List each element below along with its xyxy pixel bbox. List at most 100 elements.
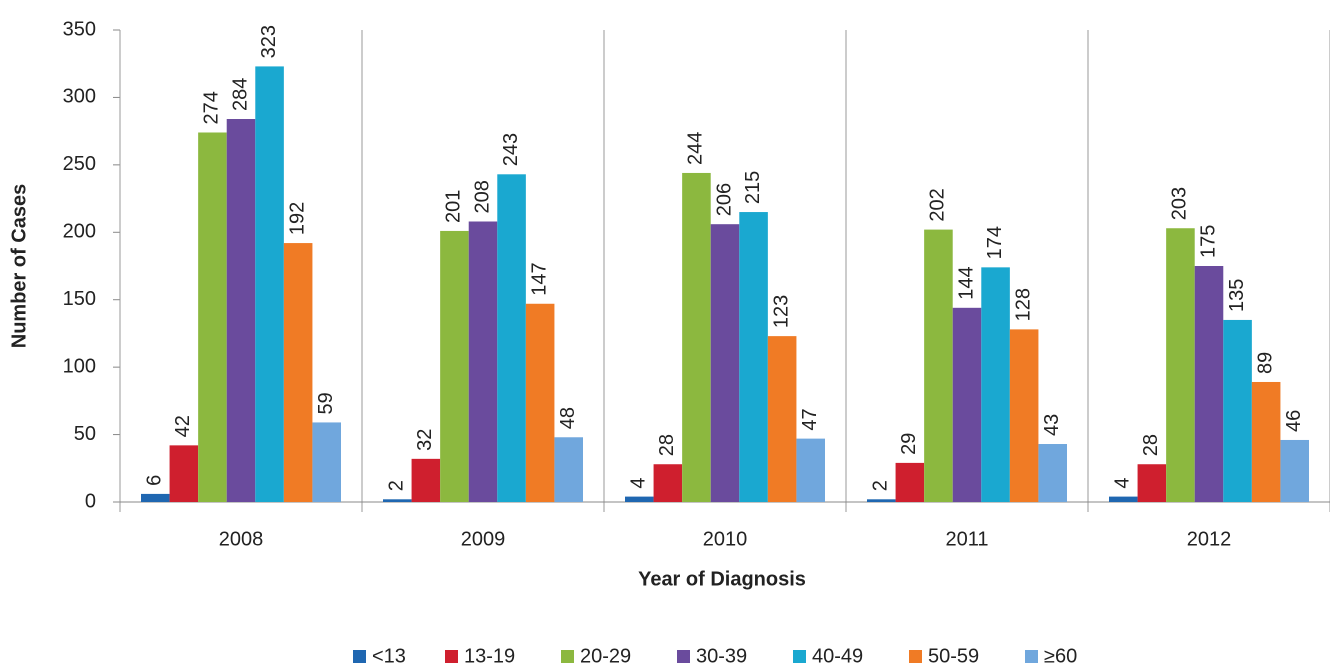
bar — [1223, 319, 1252, 502]
bar — [625, 496, 654, 502]
data-label: 206 — [713, 183, 735, 216]
legend-label: ≥60 — [1044, 645, 1077, 666]
data-label: 42 — [172, 415, 194, 437]
data-label: 135 — [1226, 279, 1248, 312]
legend-label: 40-49 — [812, 645, 863, 666]
bar — [411, 458, 441, 502]
bar — [440, 230, 469, 503]
legend-label: 30-39 — [696, 645, 747, 666]
y-tick-label: 50 — [74, 423, 96, 445]
data-label: 244 — [685, 132, 707, 165]
bar — [141, 493, 170, 502]
y-tick-label: 300 — [63, 86, 96, 108]
bar — [226, 119, 256, 503]
data-label: 274 — [201, 91, 223, 124]
data-label: 43 — [1041, 414, 1063, 436]
data-label: 28 — [656, 434, 678, 456]
y-axis-title: Number of Cases — [8, 184, 30, 349]
x-tick-label: 2010 — [703, 528, 748, 550]
data-label: 284 — [229, 78, 251, 111]
legend-swatch — [1025, 650, 1038, 663]
bar — [739, 212, 768, 503]
y-tick-label: 100 — [63, 355, 96, 377]
bar — [710, 224, 740, 503]
y-tick-label: 0 — [85, 490, 96, 512]
bar — [924, 229, 953, 503]
data-label: 2 — [386, 480, 408, 491]
bar — [867, 499, 896, 502]
bar — [312, 422, 341, 502]
bar — [1038, 444, 1067, 502]
bar — [198, 132, 227, 502]
data-label: 59 — [315, 392, 337, 414]
bar — [952, 307, 982, 502]
data-label: 147 — [528, 262, 550, 295]
x-tick-label: 2009 — [461, 528, 506, 550]
data-label: 6 — [144, 475, 166, 486]
data-label: 2 — [870, 480, 892, 491]
data-label: 243 — [500, 133, 522, 166]
y-tick-label: 200 — [63, 221, 96, 243]
legend-label: 13-19 — [464, 645, 515, 666]
data-label: 208 — [471, 180, 493, 213]
data-label: 46 — [1283, 410, 1305, 432]
legend-swatch — [793, 650, 806, 663]
bar — [1166, 228, 1195, 503]
data-label: 174 — [984, 226, 1006, 259]
data-label: 128 — [1012, 288, 1034, 321]
bar — [767, 336, 797, 502]
bar — [283, 243, 313, 502]
legend-swatch — [561, 650, 574, 663]
bar — [1009, 329, 1039, 502]
bar — [1280, 439, 1309, 502]
y-tick-label: 250 — [63, 153, 96, 175]
data-label: 175 — [1197, 225, 1219, 258]
data-label: 89 — [1254, 352, 1276, 374]
y-tick-label: 150 — [63, 288, 96, 310]
bar — [468, 221, 498, 503]
data-label: 4 — [628, 477, 650, 488]
bar — [796, 438, 825, 502]
data-label: 123 — [770, 295, 792, 328]
data-label: 29 — [898, 433, 920, 455]
data-label: 192 — [286, 202, 308, 235]
bar — [1194, 266, 1224, 502]
y-tick-label: 350 — [63, 18, 96, 40]
bar — [682, 172, 711, 502]
bar — [1251, 381, 1281, 502]
data-label: 47 — [799, 408, 821, 430]
legend-swatch — [909, 650, 922, 663]
bar — [169, 445, 199, 502]
legend-label: 20-29 — [580, 645, 631, 666]
x-tick-label: 2012 — [1187, 528, 1232, 550]
data-label: 144 — [955, 266, 977, 299]
data-label: 323 — [258, 25, 280, 58]
bar — [497, 174, 526, 502]
bar — [255, 66, 284, 502]
bar — [1137, 464, 1167, 502]
x-tick-label: 2008 — [219, 528, 264, 550]
bar — [981, 267, 1010, 502]
data-label: 202 — [927, 188, 949, 221]
data-label: 215 — [742, 171, 764, 204]
bar — [554, 437, 583, 502]
legend-swatch — [353, 650, 366, 663]
legend-label: <13 — [372, 645, 406, 666]
bar — [525, 303, 555, 502]
legend-swatch — [445, 650, 458, 663]
bar — [383, 499, 412, 502]
bar — [653, 464, 683, 502]
data-label: 203 — [1169, 187, 1191, 220]
data-label: 32 — [414, 429, 436, 451]
bar — [1109, 496, 1138, 502]
legend-label: 50-59 — [928, 645, 979, 666]
x-tick-label: 2011 — [945, 528, 988, 550]
legend-swatch — [677, 650, 690, 663]
data-label: 28 — [1140, 434, 1162, 456]
x-axis-title: Year of Diagnosis — [638, 568, 806, 590]
data-label: 4 — [1112, 477, 1134, 488]
data-label: 201 — [443, 190, 465, 223]
data-label: 48 — [557, 407, 579, 429]
bar — [895, 462, 925, 502]
